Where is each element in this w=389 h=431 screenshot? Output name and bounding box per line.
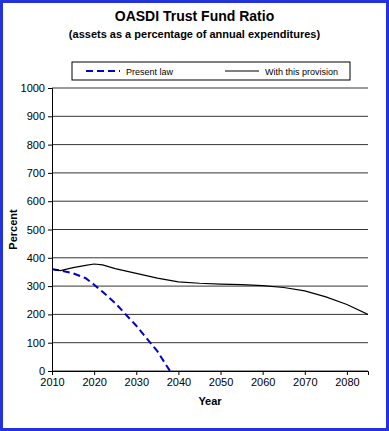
tick-mark bbox=[48, 173, 52, 174]
tick-mark bbox=[52, 371, 53, 375]
tick-label: 300 bbox=[27, 280, 45, 292]
tick: 2080 bbox=[335, 371, 359, 388]
tick-mark bbox=[48, 116, 52, 117]
tick-mark bbox=[48, 258, 52, 259]
grid-line bbox=[52, 116, 368, 117]
tick-label: 2060 bbox=[251, 376, 275, 388]
grid-line bbox=[52, 201, 368, 202]
tick-mark bbox=[48, 371, 52, 372]
legend-label: Present law bbox=[126, 67, 174, 77]
tick: 2020 bbox=[82, 371, 106, 388]
title: OASDI Trust Fund Ratio bbox=[115, 8, 274, 24]
grid-line bbox=[52, 257, 368, 258]
legend-box bbox=[72, 62, 350, 80]
tick: 2050 bbox=[209, 371, 233, 388]
tick-label: 500 bbox=[27, 224, 45, 236]
tick: 100 bbox=[27, 337, 52, 349]
subtitle: (assets as a percentage of annual expend… bbox=[69, 28, 321, 40]
series-line bbox=[52, 269, 170, 371]
y-axis: 01002003004005006007008009001000 bbox=[21, 82, 53, 377]
tick-mark bbox=[48, 286, 52, 287]
tick: 800 bbox=[27, 139, 52, 151]
frame bbox=[2, 2, 388, 430]
grid-line bbox=[52, 88, 368, 89]
tick: 300 bbox=[27, 280, 52, 292]
tick-label: 700 bbox=[27, 167, 45, 179]
axis-line bbox=[53, 372, 369, 376]
tick-label: 2080 bbox=[335, 376, 359, 388]
chart: OASDI Trust Fund Ratio (assets as a perce… bbox=[0, 0, 389, 431]
tick-label: 2050 bbox=[209, 376, 233, 388]
tick-mark bbox=[48, 314, 52, 315]
grid-line bbox=[52, 342, 368, 343]
grid bbox=[52, 88, 368, 371]
tick: 2060 bbox=[251, 371, 275, 388]
tick: 400 bbox=[27, 252, 52, 264]
tick-label: 2010 bbox=[40, 376, 64, 388]
tick-mark bbox=[347, 371, 348, 375]
tick-label: 400 bbox=[27, 252, 45, 264]
tick-mark bbox=[178, 371, 179, 375]
series-line bbox=[52, 264, 368, 314]
tick-mark bbox=[94, 371, 95, 375]
tick-mark bbox=[48, 88, 52, 89]
lines bbox=[52, 264, 368, 371]
tick-label: 2070 bbox=[293, 376, 317, 388]
tick-label: 600 bbox=[27, 195, 45, 207]
grid-line bbox=[52, 144, 368, 145]
x-axis: 2010 2020 2030 2040 2050 2060 2070 2080 bbox=[40, 371, 368, 388]
legend: Present law With this provision bbox=[72, 62, 350, 80]
tick: 2030 bbox=[125, 371, 149, 388]
tick: 200 bbox=[27, 308, 52, 320]
tick-mark bbox=[221, 371, 222, 375]
tick: 500 bbox=[27, 224, 52, 236]
grid-line bbox=[52, 314, 368, 315]
legend-swatch bbox=[225, 70, 259, 71]
tick-mark bbox=[136, 371, 137, 375]
tick-mark bbox=[48, 201, 52, 202]
tick: 1000 bbox=[21, 82, 52, 94]
tick-label: 2040 bbox=[167, 376, 191, 388]
tick-label: 1000 bbox=[21, 82, 45, 94]
tick-mark bbox=[48, 343, 52, 344]
tick-mark bbox=[48, 145, 52, 146]
tick: 2070 bbox=[293, 371, 317, 388]
tick: 2040 bbox=[167, 371, 191, 388]
tick-label: 100 bbox=[27, 337, 45, 349]
tick-label: 800 bbox=[27, 139, 45, 151]
grid-line bbox=[52, 229, 368, 230]
x-axis-title: Year bbox=[198, 395, 222, 407]
y-axis-title: Percent bbox=[7, 209, 19, 250]
tick-label: 200 bbox=[27, 308, 45, 320]
tick-mark bbox=[263, 371, 264, 375]
tick: 600 bbox=[27, 195, 52, 207]
axis-line bbox=[48, 89, 53, 372]
tick-mark bbox=[48, 230, 52, 231]
tick-mark bbox=[305, 371, 306, 375]
legend-swatch bbox=[86, 70, 120, 72]
tick-label: 2030 bbox=[125, 376, 149, 388]
tick-label: 2020 bbox=[82, 376, 106, 388]
legend-label: With this provision bbox=[265, 67, 338, 77]
tick: 900 bbox=[27, 110, 52, 122]
grid-line bbox=[52, 172, 368, 173]
tick: 700 bbox=[27, 167, 52, 179]
tick: 2010 bbox=[40, 371, 64, 388]
grid-line bbox=[52, 286, 368, 287]
tick-label: 900 bbox=[27, 110, 45, 122]
